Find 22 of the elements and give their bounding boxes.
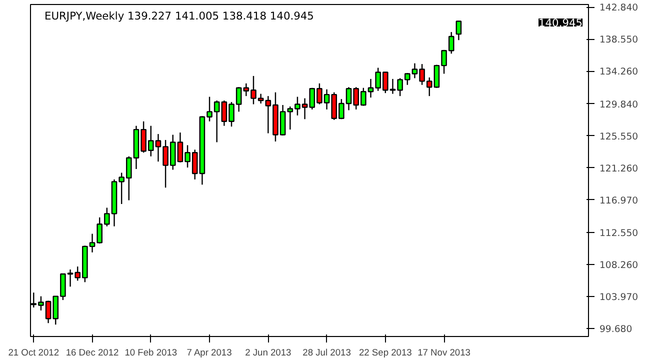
candlestick [456,20,462,41]
y-tick-label: 138.550 [600,34,638,46]
x-tick-label: 21 Oct 2012 [8,348,60,358]
x-tick-label: 28 Jul 2013 [302,348,351,358]
x-tick-label: 7 Apr 2013 [186,348,232,358]
annotation: 140.945 [538,16,583,30]
x-tick-label: 2 Jun 2013 [245,348,292,358]
x-tick-label: 22 Sep 2013 [358,348,412,358]
x-tick-label: 16 Dec 2012 [66,348,119,358]
y-tick-label: 116.970 [600,195,638,206]
x-tick-label: 10 Feb 2013 [124,348,178,358]
chart-title: EURJPY,Weekly 139.227 141.005 138.418 140.945 [44,10,314,22]
y-tick-label: 129.840 [600,99,638,110]
y-tick-label: 112.550 [600,228,638,240]
y-tick-label: 103.970 [600,292,638,304]
x-tick-label: 17 Nov 2013 [418,348,470,358]
y-tick-label: 142.840 [600,2,638,14]
y-tick-label: 134.260 [600,66,638,78]
y-tick-label: 125.550 [600,131,638,142]
y-tick-label: 99.680 [600,324,632,335]
y-tick-label: 121.260 [600,163,638,174]
y-tick-label: 108.260 [600,260,638,272]
